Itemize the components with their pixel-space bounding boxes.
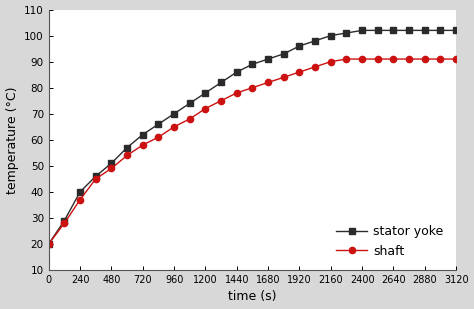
shaft bbox=[297, 70, 302, 74]
stator yoke bbox=[77, 190, 83, 194]
shaft bbox=[344, 57, 349, 61]
Line: shaft: shaft bbox=[46, 56, 459, 247]
shaft bbox=[281, 75, 287, 79]
stator yoke bbox=[234, 70, 239, 74]
shaft bbox=[187, 117, 192, 121]
shaft bbox=[328, 60, 334, 64]
stator yoke bbox=[250, 62, 255, 66]
stator yoke bbox=[62, 219, 67, 222]
stator yoke bbox=[109, 161, 114, 165]
shaft bbox=[406, 57, 412, 61]
stator yoke bbox=[328, 34, 334, 37]
shaft bbox=[109, 167, 114, 170]
stator yoke bbox=[187, 101, 192, 105]
stator yoke bbox=[297, 44, 302, 48]
stator yoke bbox=[406, 28, 412, 32]
shaft bbox=[375, 57, 381, 61]
shaft bbox=[155, 135, 161, 139]
shaft bbox=[250, 86, 255, 90]
stator yoke bbox=[140, 133, 146, 137]
stator yoke bbox=[359, 28, 365, 32]
stator yoke bbox=[155, 122, 161, 126]
stator yoke bbox=[344, 31, 349, 35]
stator yoke bbox=[422, 28, 428, 32]
stator yoke bbox=[281, 52, 287, 56]
shaft bbox=[171, 125, 177, 129]
stator yoke bbox=[312, 39, 318, 43]
shaft bbox=[77, 198, 83, 201]
shaft bbox=[202, 107, 208, 110]
shaft bbox=[453, 57, 459, 61]
stator yoke bbox=[218, 81, 224, 84]
stator yoke bbox=[438, 28, 443, 32]
Y-axis label: temperature (°C): temperature (°C) bbox=[6, 86, 18, 193]
Legend: stator yoke, shaft: stator yoke, shaft bbox=[329, 219, 450, 264]
stator yoke bbox=[171, 112, 177, 116]
Line: stator yoke: stator yoke bbox=[46, 27, 459, 247]
shaft bbox=[438, 57, 443, 61]
X-axis label: time (s): time (s) bbox=[228, 290, 277, 303]
shaft bbox=[234, 91, 239, 95]
shaft bbox=[124, 154, 130, 157]
stator yoke bbox=[93, 174, 99, 178]
stator yoke bbox=[265, 57, 271, 61]
shaft bbox=[391, 57, 396, 61]
shaft bbox=[265, 81, 271, 84]
shaft bbox=[46, 242, 52, 246]
shaft bbox=[93, 177, 99, 181]
shaft bbox=[140, 143, 146, 147]
shaft bbox=[422, 57, 428, 61]
stator yoke bbox=[46, 242, 52, 246]
stator yoke bbox=[391, 28, 396, 32]
shaft bbox=[62, 221, 67, 225]
shaft bbox=[359, 57, 365, 61]
stator yoke bbox=[453, 28, 459, 32]
shaft bbox=[218, 99, 224, 103]
shaft bbox=[312, 65, 318, 69]
stator yoke bbox=[202, 91, 208, 95]
stator yoke bbox=[375, 28, 381, 32]
stator yoke bbox=[124, 146, 130, 150]
